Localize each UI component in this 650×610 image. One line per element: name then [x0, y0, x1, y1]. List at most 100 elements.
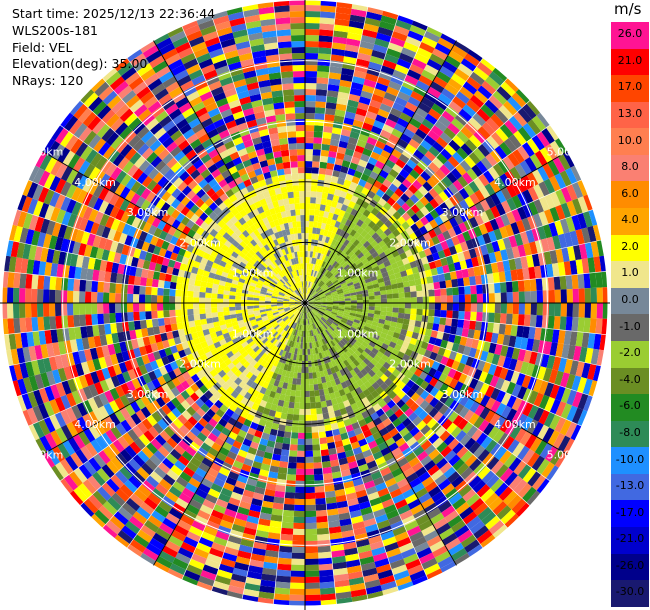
- range-gate: [291, 426, 299, 433]
- range-gate: [513, 479, 528, 495]
- range-gate: [571, 317, 579, 332]
- range-gate: [429, 209, 440, 220]
- range-gate: [323, 248, 329, 256]
- range-gate: [376, 340, 384, 347]
- range-gate: [306, 281, 309, 288]
- range-gate: [476, 284, 483, 294]
- range-gate: [421, 96, 435, 109]
- range-gate: [380, 223, 389, 233]
- range-gate: [338, 171, 347, 180]
- range-gate: [440, 303, 447, 311]
- range-gate: [355, 242, 363, 250]
- range-gate: [340, 217, 348, 225]
- range-gate: [305, 233, 309, 240]
- range-gate: [500, 379, 511, 393]
- range-gate: [351, 246, 359, 254]
- range-gate: [360, 268, 368, 274]
- range-gate: [349, 14, 366, 24]
- range-gate: [486, 322, 494, 333]
- range-gate: [363, 240, 371, 249]
- range-gate: [555, 248, 564, 263]
- range-gate: [400, 270, 408, 278]
- range-gate: [325, 270, 331, 277]
- range-gate: [446, 310, 453, 319]
- range-gate: [326, 218, 333, 225]
- range-gate: [488, 230, 498, 243]
- range-gate: [521, 374, 532, 389]
- range-gate: [316, 413, 324, 421]
- range-gate: [345, 248, 352, 256]
- range-gate: [424, 222, 434, 232]
- range-gate: [324, 311, 331, 316]
- range-gate: [409, 169, 421, 180]
- range-gate: [374, 160, 385, 170]
- range-gate: [280, 449, 290, 457]
- range-gate: [335, 202, 343, 210]
- range-gate: [536, 112, 551, 128]
- range-gate: [345, 173, 354, 182]
- range-gate: [318, 563, 333, 571]
- range-gate: [330, 332, 336, 339]
- range-gate: [299, 396, 305, 404]
- range-gate: [91, 313, 99, 326]
- range-gate: [401, 275, 409, 283]
- range-gate: [319, 294, 326, 298]
- range-gate: [305, 438, 313, 445]
- range-gate: [452, 294, 460, 303]
- range-gate: [581, 227, 591, 244]
- range-gate: [561, 247, 570, 262]
- range-gate: [409, 402, 420, 412]
- range-gate: [423, 247, 432, 257]
- range-gate: [305, 414, 312, 421]
- range-gate: [473, 225, 483, 238]
- range-gate: [489, 218, 500, 231]
- range-gate: [347, 99, 359, 108]
- range-gate: [376, 350, 384, 359]
- range-gate: [193, 285, 201, 292]
- range-gate: [494, 446, 508, 461]
- range-gate: [305, 552, 319, 559]
- range-gate: [563, 261, 572, 276]
- range-gate: [381, 244, 389, 252]
- range-gate: [516, 372, 526, 387]
- range-gate: [511, 208, 522, 222]
- range-gate: [531, 134, 545, 151]
- range-gate: [490, 332, 499, 344]
- range-gate: [508, 457, 522, 472]
- range-gate: [322, 315, 329, 320]
- range-gate: [491, 240, 501, 253]
- range-gate: [434, 120, 448, 132]
- range-gate: [85, 303, 92, 315]
- range-gate: [581, 362, 591, 379]
- range-gate: [309, 269, 313, 276]
- range-gate: [499, 173, 512, 187]
- range-gate: [468, 413, 480, 426]
- range-gate: [365, 334, 373, 341]
- range-gate: [411, 20, 429, 31]
- range-gate: [314, 209, 320, 217]
- range-gate: [503, 100, 518, 116]
- range-gate: [354, 145, 365, 154]
- range-gate: [439, 393, 450, 405]
- range-gate: [509, 166, 522, 181]
- range-gate: [372, 265, 380, 273]
- range-gate: [460, 126, 474, 139]
- range-gate: [283, 431, 292, 439]
- range-gate: [502, 236, 512, 250]
- range-gate: [509, 425, 522, 440]
- range-gate: [43, 289, 50, 303]
- range-gate: [342, 224, 349, 232]
- range-gate: [323, 255, 329, 262]
- range-gate: [477, 85, 493, 100]
- range-gate: [366, 284, 374, 290]
- range-gate: [276, 569, 291, 577]
- range-gate: [512, 291, 519, 303]
- range-gate: [378, 318, 386, 325]
- range-gate: [338, 140, 348, 149]
- range-gate: [370, 275, 378, 282]
- range-gate: [424, 383, 435, 394]
- range-gate: [469, 458, 482, 472]
- range-gate: [498, 271, 506, 283]
- range-gate: [481, 139, 495, 154]
- range-gate: [314, 492, 326, 499]
